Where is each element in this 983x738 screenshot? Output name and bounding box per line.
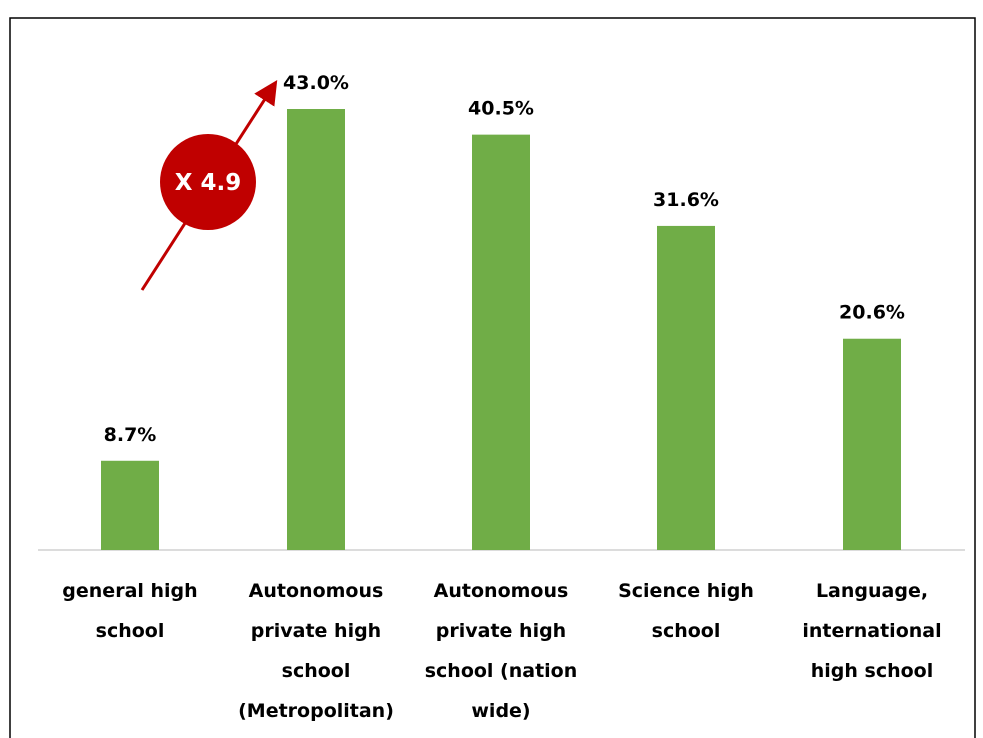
badge — [160, 134, 256, 230]
label-line: wide) — [471, 700, 530, 722]
label-line: high school — [811, 660, 934, 682]
label-line: Autonomous — [434, 580, 569, 602]
data-label: 31.6% — [653, 189, 719, 211]
x-tick-label: Science high school — [618, 580, 754, 642]
frame — [9, 17, 976, 738]
x-tick-label: Autonomous private high school (Metropolita… — [238, 580, 394, 722]
label-line: general high — [62, 580, 197, 602]
label-line: private high — [251, 620, 381, 642]
label-line: school — [282, 660, 351, 682]
bar — [101, 460, 159, 550]
label-line: (Metropolitan) — [238, 700, 394, 722]
data-label: 8.7% — [104, 424, 157, 446]
label-line: Science high — [618, 580, 754, 602]
label-line: international — [802, 620, 941, 642]
label-line: Autonomous — [249, 580, 384, 602]
label-line: school — [96, 620, 165, 642]
data-label: 43.0% — [283, 72, 349, 94]
bar — [657, 225, 715, 551]
bar — [287, 109, 345, 550]
label-line: school — [652, 620, 721, 642]
x-tick-label: Autonomous private high school (nation wide… — [425, 580, 578, 722]
label-line: school (nation — [425, 660, 578, 682]
label-line: private high — [436, 620, 566, 642]
label-line: Language, — [816, 580, 928, 602]
x-tick-label: general high school — [62, 580, 197, 642]
data-label: 20.6% — [839, 302, 905, 324]
data-label: 40.5% — [468, 98, 534, 120]
x-tick-label: Language, international high school — [802, 580, 941, 682]
bar — [843, 338, 901, 550]
annotation: X 4.9 — [175, 170, 241, 196]
bar — [472, 134, 530, 551]
